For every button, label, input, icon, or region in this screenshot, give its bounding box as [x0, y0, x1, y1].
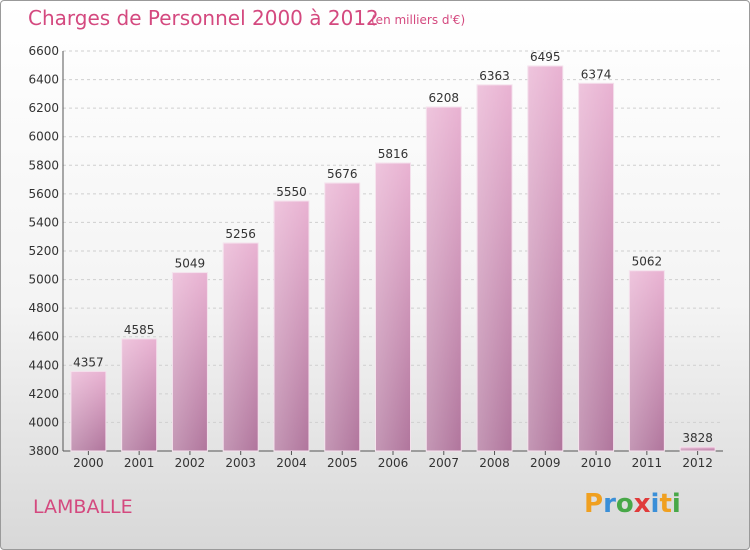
y-tick-label: 4000: [28, 415, 59, 429]
data-label-2011: 5062: [632, 255, 663, 269]
data-label-2009: 6495: [530, 50, 561, 64]
brand-letter: x: [633, 489, 651, 519]
bar-highlight: [223, 243, 259, 451]
x-tick-label-2007: 2007: [428, 456, 459, 470]
y-tick-label: 5000: [28, 273, 59, 287]
x-tick-label-2010: 2010: [581, 456, 612, 470]
data-label-2005: 5676: [327, 167, 358, 181]
y-tick-label: 5600: [28, 187, 59, 201]
y-tick-label: 4600: [28, 330, 59, 344]
bar-highlight: [680, 447, 716, 451]
data-label-2000: 4357: [73, 355, 104, 369]
data-label-2002: 5049: [175, 257, 206, 271]
x-tick-label-2009: 2009: [530, 456, 561, 470]
data-label-2003: 5256: [225, 227, 256, 241]
y-tick-label: 5800: [28, 158, 59, 172]
y-tick-label: 4200: [28, 387, 59, 401]
x-tick-labels: 2000 2001 2002 2003 2004 2005 2006 2007 2008 2009…: [73, 451, 713, 470]
x-tick-label-2001: 2001: [124, 456, 155, 470]
y-tick-label: 3800: [28, 444, 59, 458]
bars: [70, 65, 716, 452]
x-tick-label-2008: 2008: [479, 456, 510, 470]
x-tick-label-2006: 2006: [378, 456, 409, 470]
y-tick-labels: 3800 4000 4200 4400 4600 4800 5000 5200 5400 5600…: [28, 44, 59, 458]
x-tick-label-2012: 2012: [682, 456, 713, 470]
data-label-2004: 5550: [276, 185, 307, 199]
y-tick-label: 6000: [28, 130, 59, 144]
y-tick-label: 6400: [28, 73, 59, 87]
bar-highlight: [324, 183, 360, 451]
brand-letter: i: [671, 489, 681, 519]
x-tick-label-2000: 2000: [73, 456, 104, 470]
bar-highlight: [578, 83, 614, 452]
data-labels: 4357 4585 5049 5256 5550 5676 5816 6208 6363 6495…: [73, 50, 713, 445]
y-tick-label: 5200: [28, 244, 59, 258]
bar-highlight: [426, 107, 462, 451]
data-label-2007: 6208: [428, 91, 459, 105]
bar-highlight: [527, 66, 563, 451]
data-label-2008: 6363: [479, 69, 510, 83]
town-name: LAMBALLE: [33, 496, 133, 518]
data-label-2001: 4585: [124, 323, 155, 337]
bar-highlight: [629, 270, 665, 451]
chart-title: Charges de Personnel 2000 à 2012: [28, 6, 379, 30]
bar-highlight: [375, 163, 411, 451]
data-label-2010: 6374: [581, 67, 612, 81]
brand-letter: r: [603, 489, 616, 519]
y-tick-label: 4800: [28, 301, 59, 315]
proxiti-logo: Proxiti: [584, 489, 681, 519]
x-tick-label-2011: 2011: [632, 456, 663, 470]
data-label-2006: 5816: [378, 147, 409, 161]
y-tick-label: 4400: [28, 358, 59, 372]
brand-letter: P: [584, 489, 604, 519]
bar-highlight: [273, 201, 309, 451]
x-tick-label-2005: 2005: [327, 456, 358, 470]
y-tick-label: 6600: [28, 44, 59, 58]
data-label-2012: 3828: [682, 431, 713, 445]
x-tick-label-2004: 2004: [276, 456, 307, 470]
x-tick-label-2003: 2003: [225, 456, 256, 470]
bar-highlight: [121, 338, 157, 451]
brand-letter: o: [615, 489, 634, 519]
y-tick-label: 5400: [28, 215, 59, 229]
brand-letter: i: [650, 489, 660, 519]
y-tick-label: 6200: [28, 101, 59, 115]
bar-highlight: [172, 272, 208, 451]
brand-letter: t: [659, 489, 672, 519]
x-tick-label-2002: 2002: [175, 456, 206, 470]
chart-subtitle: (en milliers d'€): [371, 13, 466, 27]
bar-highlight: [477, 84, 513, 451]
bar-highlight: [70, 371, 106, 451]
